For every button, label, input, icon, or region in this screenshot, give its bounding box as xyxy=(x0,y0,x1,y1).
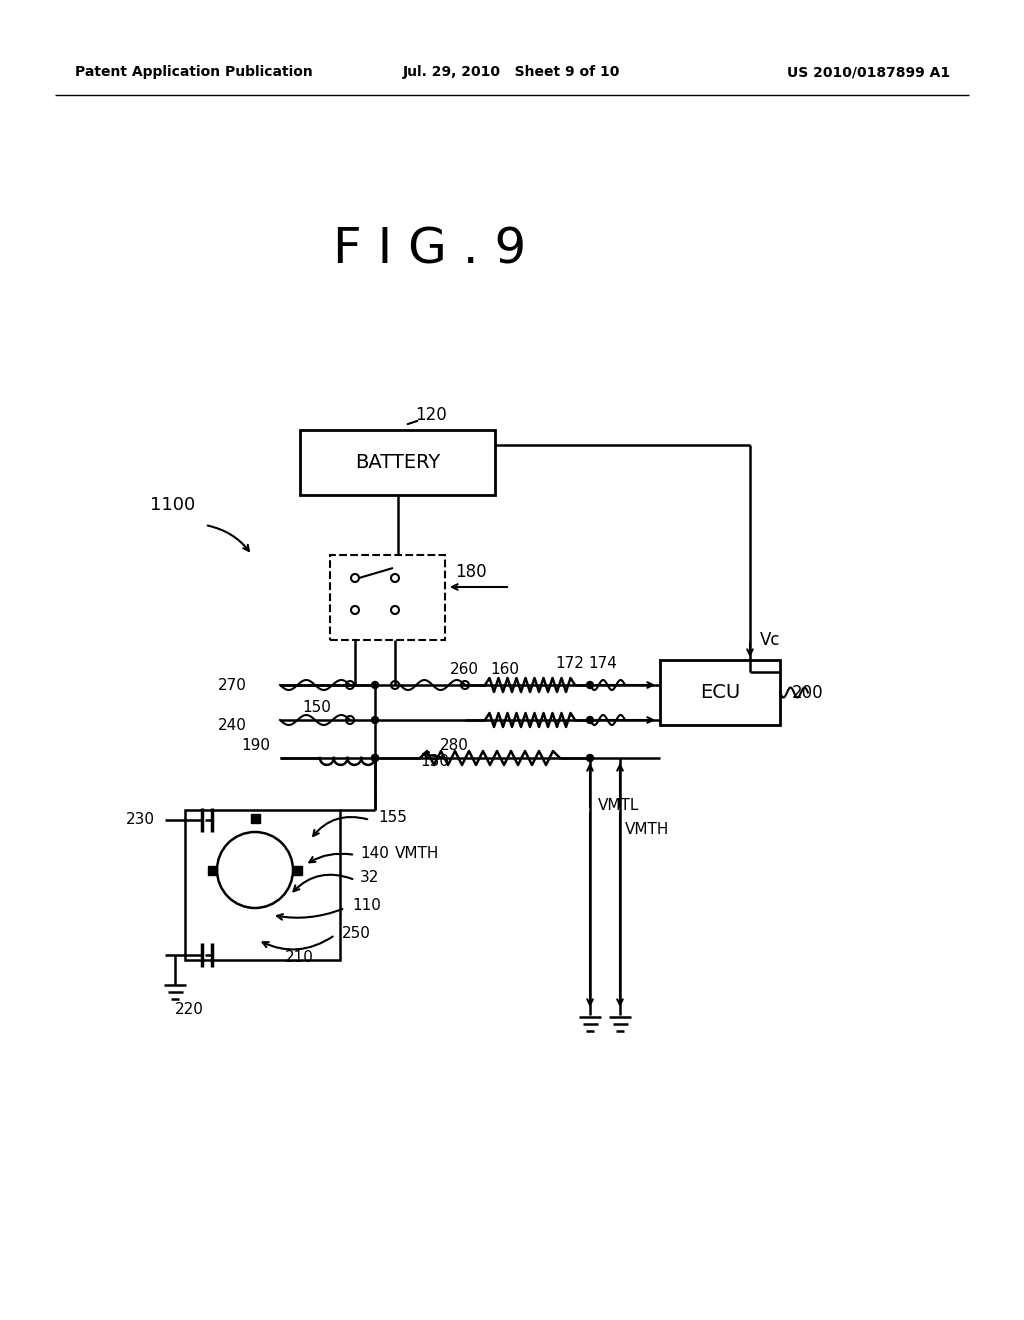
Bar xyxy=(185,810,340,960)
Bar xyxy=(293,866,302,874)
Bar xyxy=(251,814,259,822)
Text: 155: 155 xyxy=(378,810,407,825)
Text: F I G . 9: F I G . 9 xyxy=(334,226,526,275)
Bar xyxy=(330,554,445,640)
Bar xyxy=(300,430,495,495)
Text: BATTERY: BATTERY xyxy=(355,453,440,473)
Text: Patent Application Publication: Patent Application Publication xyxy=(75,65,312,79)
Text: 280: 280 xyxy=(440,738,469,752)
Text: VMTH: VMTH xyxy=(625,822,670,837)
Text: 140: 140 xyxy=(360,846,389,861)
Circle shape xyxy=(587,755,594,762)
Circle shape xyxy=(372,717,379,723)
Text: 110: 110 xyxy=(352,899,381,913)
Text: 1100: 1100 xyxy=(150,496,196,513)
Circle shape xyxy=(372,755,379,762)
Circle shape xyxy=(372,755,379,762)
Circle shape xyxy=(372,681,379,689)
Text: 130: 130 xyxy=(420,755,449,770)
Text: 174: 174 xyxy=(588,656,616,671)
Circle shape xyxy=(587,717,594,723)
Text: 200: 200 xyxy=(792,684,823,701)
Text: 260: 260 xyxy=(450,663,479,677)
Text: ECU: ECU xyxy=(699,682,740,702)
Text: 150: 150 xyxy=(302,700,331,714)
Text: 230: 230 xyxy=(126,813,155,828)
Text: VMTL: VMTL xyxy=(598,797,639,813)
Text: 32: 32 xyxy=(360,870,379,886)
Text: US 2010/0187899 A1: US 2010/0187899 A1 xyxy=(786,65,950,79)
Text: 240: 240 xyxy=(218,718,247,733)
Bar xyxy=(660,660,780,725)
Text: 270: 270 xyxy=(218,677,247,693)
Text: 210: 210 xyxy=(285,950,314,965)
Bar xyxy=(208,866,217,874)
Text: 180: 180 xyxy=(455,564,486,581)
Text: 120: 120 xyxy=(415,407,446,424)
Text: 250: 250 xyxy=(342,925,371,940)
Text: 220: 220 xyxy=(175,1002,204,1018)
Text: 190: 190 xyxy=(241,738,270,752)
Text: VMTH: VMTH xyxy=(395,846,439,861)
Text: 160: 160 xyxy=(490,663,519,677)
Circle shape xyxy=(587,681,594,689)
Text: 172: 172 xyxy=(555,656,584,671)
Text: Vc: Vc xyxy=(760,631,780,649)
Text: Jul. 29, 2010   Sheet 9 of 10: Jul. 29, 2010 Sheet 9 of 10 xyxy=(403,65,621,79)
